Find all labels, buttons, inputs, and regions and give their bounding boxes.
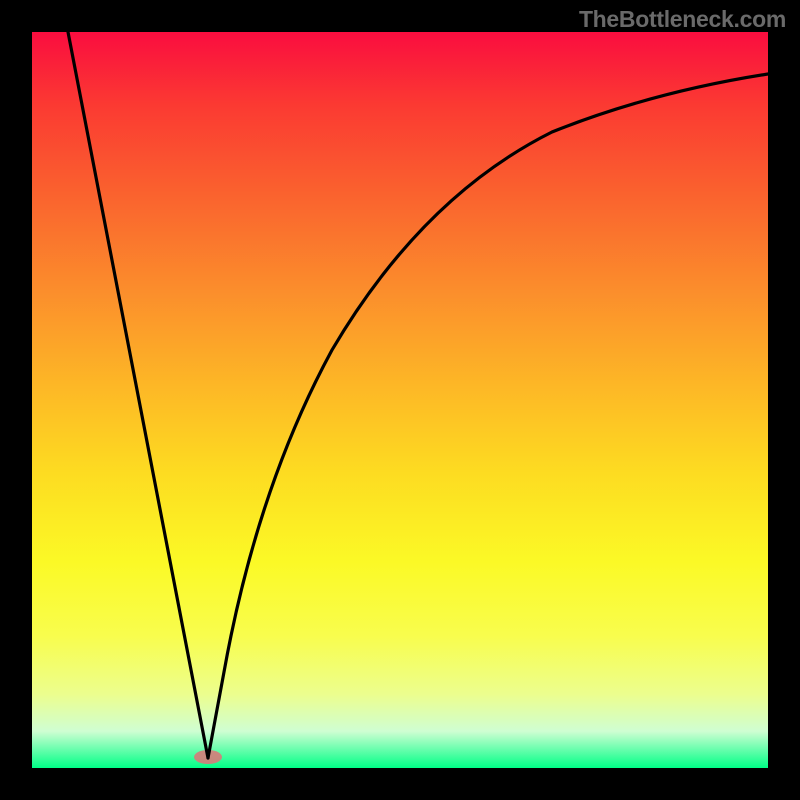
plot-area: [32, 32, 768, 768]
gradient-background: [32, 32, 768, 768]
chart-container: TheBottleneck.com: [0, 0, 800, 800]
watermark-text: TheBottleneck.com: [579, 6, 786, 33]
plot-svg: [32, 32, 768, 768]
